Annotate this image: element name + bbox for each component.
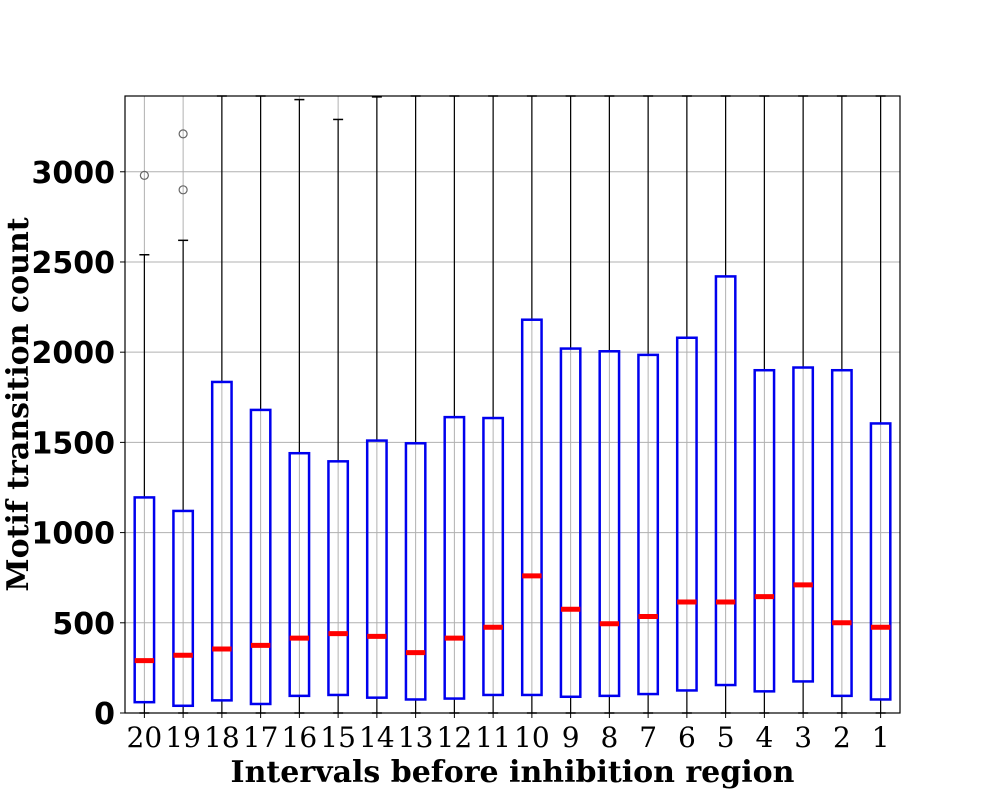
y-tick-label: 0 — [94, 697, 115, 732]
y-tick-label: 1500 — [32, 426, 116, 461]
box — [637, 353, 660, 696]
box — [210, 380, 233, 702]
box — [365, 439, 388, 699]
x-tick-label: 15 — [320, 721, 356, 754]
x-tick-label: 14 — [359, 721, 395, 754]
box — [675, 336, 698, 692]
x-tick-label: 17 — [243, 721, 279, 754]
box — [598, 350, 621, 698]
x-tick-label: 5 — [717, 721, 735, 754]
box — [482, 416, 505, 697]
outlier-point — [178, 129, 188, 139]
y-tick-label: 2500 — [32, 246, 116, 281]
x-tick-label: 1 — [872, 721, 890, 754]
x-tick-label: 12 — [437, 721, 473, 754]
box — [792, 366, 815, 683]
box — [520, 318, 543, 697]
box — [172, 509, 195, 708]
outlier-point — [178, 185, 188, 195]
x-axis-label: Intervals before inhibition region — [231, 755, 795, 790]
boxes — [133, 275, 892, 708]
box — [288, 451, 311, 698]
y-axis-ticks: 0 500 1000 1500 2000 2500 3000 — [32, 156, 125, 732]
grid-lines — [125, 96, 900, 714]
x-axis-ticks: 20 19 18 17 16 15 14 13 12 11 10 9 8 7 6 5 4 3 2 1 — [127, 713, 890, 754]
x-tick-label: 2 — [833, 721, 851, 754]
medians — [134, 573, 891, 664]
outliers — [139, 129, 188, 195]
x-tick-label: 3 — [794, 721, 812, 754]
y-axis-label: Motif transition count — [1, 217, 36, 591]
x-tick-label: 16 — [282, 721, 318, 754]
box — [327, 460, 350, 697]
plot-area-frame — [124, 95, 901, 714]
box — [443, 415, 466, 700]
y-tick-label: 500 — [52, 607, 115, 642]
box — [133, 496, 156, 704]
x-tick-label: 18 — [204, 721, 240, 754]
x-tick-label: 10 — [514, 721, 550, 754]
box — [559, 347, 582, 699]
box — [830, 368, 853, 698]
box — [753, 368, 776, 693]
x-tick-label: 20 — [127, 721, 163, 754]
x-tick-label: 4 — [755, 721, 773, 754]
box — [249, 408, 272, 706]
box — [714, 275, 737, 687]
x-tick-label: 13 — [398, 721, 434, 754]
y-tick-label: 1000 — [32, 517, 116, 552]
x-tick-label: 7 — [639, 721, 657, 754]
outlier-point — [139, 170, 149, 180]
box — [404, 442, 427, 701]
x-tick-label: 6 — [678, 721, 696, 754]
y-tick-label: 2000 — [32, 336, 116, 371]
y-tick-label: 3000 — [32, 156, 116, 191]
x-tick-label: 8 — [600, 721, 618, 754]
x-tick-label: 11 — [475, 721, 511, 754]
x-tick-label: 9 — [562, 721, 580, 754]
x-tick-label: 19 — [165, 721, 201, 754]
box — [869, 422, 892, 701]
